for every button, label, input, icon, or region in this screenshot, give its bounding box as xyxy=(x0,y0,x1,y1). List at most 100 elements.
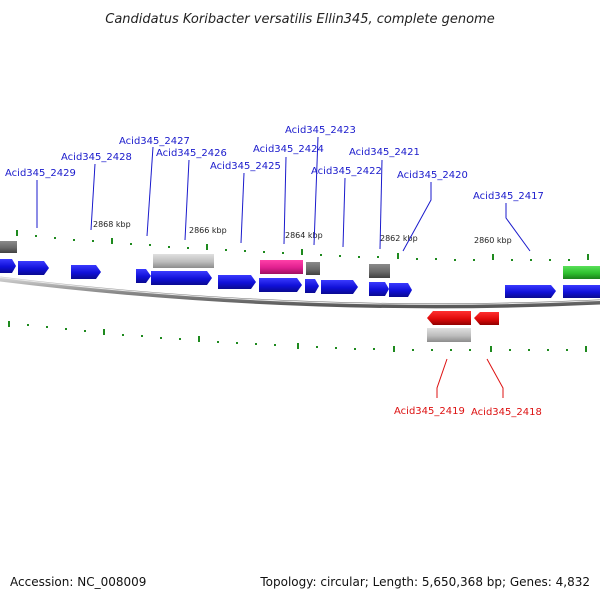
gene-feature[interactable] xyxy=(260,260,303,274)
tick xyxy=(160,337,162,339)
leader-line xyxy=(90,163,96,231)
gene-feature[interactable] xyxy=(563,266,600,279)
tick xyxy=(122,334,124,336)
gene-arrow-plus[interactable] xyxy=(136,269,151,283)
gene-arrow-plus[interactable] xyxy=(71,265,101,279)
gene-label-acid345-2422[interactable]: Acid345_2422 xyxy=(311,166,382,177)
tick xyxy=(316,346,318,348)
tick xyxy=(54,237,56,239)
tick xyxy=(509,349,511,351)
tick xyxy=(168,246,170,248)
gene-label-acid345-2421[interactable]: Acid345_2421 xyxy=(349,147,420,158)
tick xyxy=(27,324,29,326)
gene-arrow-plus[interactable] xyxy=(369,282,389,296)
gene-arrow-plus[interactable] xyxy=(563,285,600,298)
tick xyxy=(585,346,587,352)
minus-gene-labels: Acid345_2419 Acid345_2418 xyxy=(394,406,542,418)
tick xyxy=(263,251,265,253)
tick xyxy=(320,254,322,256)
genome-backbone-highlight xyxy=(0,277,600,305)
tick xyxy=(454,259,456,261)
tick xyxy=(225,249,227,251)
tick xyxy=(490,346,492,352)
tick xyxy=(236,342,238,344)
tick xyxy=(397,253,399,259)
gene-arrow-plus[interactable] xyxy=(389,283,412,297)
gene-arrow-plus[interactable] xyxy=(321,280,358,294)
tick xyxy=(435,258,437,260)
tick xyxy=(431,349,433,351)
gene-feature[interactable] xyxy=(306,262,320,275)
map-title: Candidatus Koribacter versatilis Ellin34… xyxy=(105,12,494,27)
leader-line xyxy=(240,172,245,244)
gene-arrow-plus[interactable] xyxy=(305,279,319,293)
kbp-label-2862: 2862 kbp xyxy=(380,234,418,243)
tick xyxy=(206,244,208,250)
tick xyxy=(416,258,418,260)
inner-ticks xyxy=(8,321,587,352)
tick xyxy=(84,330,86,332)
tick xyxy=(282,252,284,254)
gene-label-acid345-2424[interactable]: Acid345_2424 xyxy=(253,144,324,155)
gene-feature[interactable] xyxy=(369,264,390,278)
outer-features xyxy=(0,241,600,279)
leader-line xyxy=(146,146,154,237)
gene-arrow-minus[interactable] xyxy=(427,311,471,325)
tick xyxy=(566,349,568,351)
tick xyxy=(412,349,414,351)
leader-line xyxy=(283,156,287,245)
tick xyxy=(297,343,299,349)
gene-label-acid345-2418[interactable]: Acid345_2418 xyxy=(471,407,542,418)
tick xyxy=(198,336,200,342)
tick xyxy=(46,326,48,328)
tick xyxy=(141,335,143,337)
kbp-label-2868: 2868 kbp xyxy=(93,220,131,229)
gene-label-acid345-2420[interactable]: Acid345_2420 xyxy=(397,170,468,181)
gene-label-acid345-2426[interactable]: Acid345_2426 xyxy=(156,148,227,159)
plus-gene-labels: Acid345_2429 Acid345_2428 Acid345_2427 A… xyxy=(5,125,544,202)
tick xyxy=(73,239,75,241)
tick xyxy=(469,349,471,351)
outer-ticks xyxy=(16,230,589,261)
tick xyxy=(103,329,105,335)
tick xyxy=(549,259,551,261)
gene-feature[interactable] xyxy=(0,241,17,253)
minus-strand-genes xyxy=(427,311,499,342)
kbp-label-2864: 2864 kbp xyxy=(285,231,323,240)
tick xyxy=(358,256,360,258)
gene-label-acid345-2429[interactable]: Acid345_2429 xyxy=(5,168,76,179)
tick xyxy=(92,240,94,242)
tick xyxy=(528,349,530,351)
tick xyxy=(179,338,181,340)
tick xyxy=(65,328,67,330)
gene-arrow-plus[interactable] xyxy=(151,271,212,285)
leader-line xyxy=(313,136,319,246)
gene-feature[interactable] xyxy=(427,328,471,342)
tick xyxy=(335,347,337,349)
tick xyxy=(301,249,303,255)
gene-arrow-minus[interactable] xyxy=(474,312,499,325)
tick xyxy=(187,247,189,249)
leader-lines xyxy=(36,136,531,398)
leader-line xyxy=(342,177,346,248)
gene-label-acid345-2428[interactable]: Acid345_2428 xyxy=(61,152,132,163)
tick xyxy=(16,230,18,236)
gene-label-acid345-2419[interactable]: Acid345_2419 xyxy=(394,406,465,417)
gene-label-acid345-2417[interactable]: Acid345_2417 xyxy=(473,191,544,202)
gene-label-acid345-2423[interactable]: Acid345_2423 xyxy=(285,125,356,136)
gene-arrow-plus[interactable] xyxy=(218,275,256,289)
gene-arrow-plus[interactable] xyxy=(259,278,302,292)
gene-arrow-plus[interactable] xyxy=(0,259,16,273)
gene-label-acid345-2427[interactable]: Acid345_2427 xyxy=(119,136,190,147)
kbp-label-2866: 2866 kbp xyxy=(189,226,227,235)
gene-arrow-plus[interactable] xyxy=(18,261,49,275)
gene-label-acid345-2425[interactable]: Acid345_2425 xyxy=(210,161,281,172)
tick xyxy=(339,255,341,257)
gene-arrow-plus[interactable] xyxy=(505,285,556,298)
gene-feature[interactable] xyxy=(153,254,214,268)
tick xyxy=(255,343,257,345)
tick xyxy=(377,256,379,258)
tick xyxy=(473,259,475,261)
leader-line xyxy=(436,358,448,398)
